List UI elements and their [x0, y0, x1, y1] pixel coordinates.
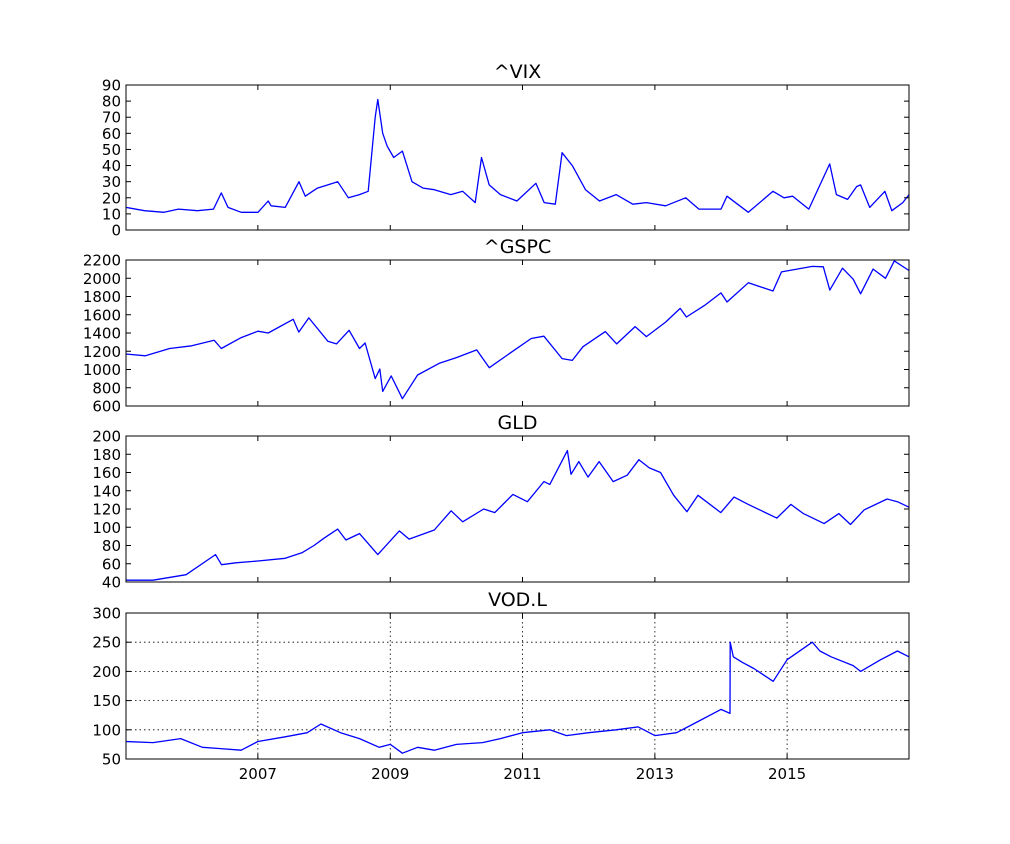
panel-vodl: 50 100 150 200 250 300 2007 2009 2011 2013 2015 VOD… — [92, 589, 910, 783]
y-tick-label: 100 — [92, 519, 121, 537]
y-tick-label: 80 — [102, 537, 121, 555]
y-tick-label: 160 — [92, 464, 121, 482]
chart-title: GLD — [498, 412, 538, 434]
y-tick-label: 90 — [102, 77, 121, 95]
y-tick-label: 60 — [102, 125, 121, 143]
y-tick-label: 1000 — [83, 361, 121, 379]
y-tick-label: 100 — [92, 721, 121, 739]
x-tick-label: 2011 — [503, 765, 541, 783]
y-tick-label: 600 — [92, 398, 121, 416]
chart-title: ^VIX — [494, 61, 542, 83]
x-tick-label: 2013 — [636, 765, 674, 783]
y-tick-label: 1800 — [83, 288, 121, 306]
y-tick-label: 80 — [102, 93, 121, 111]
x-tick-label: 2009 — [371, 765, 409, 783]
y-tick-label: 2000 — [83, 270, 121, 288]
series-line-gld — [126, 449, 910, 581]
y-tick-label: 800 — [92, 379, 121, 397]
y-tick-label: 120 — [92, 501, 121, 519]
series-line-vodl — [125, 641, 910, 754]
y-tick-label: 200 — [92, 663, 121, 681]
y-tick-label: 150 — [92, 692, 121, 710]
series-line-vix — [125, 98, 910, 213]
y-tick-label: 70 — [102, 109, 121, 127]
y-tick-label: 2200 — [83, 252, 121, 270]
axes-frame — [125, 435, 910, 583]
x-tick-label: 2007 — [239, 765, 277, 783]
y-tick-label: 50 — [102, 141, 121, 159]
y-tick-label: 50 — [102, 751, 121, 769]
y-tick-label: 1400 — [83, 325, 121, 343]
y-tick-label: 20 — [102, 189, 121, 207]
y-tick-label: 40 — [102, 574, 121, 592]
y-tick-label: 10 — [102, 205, 121, 223]
chart-title: ^GSPC — [484, 236, 551, 258]
y-tick-label: 200 — [92, 428, 121, 446]
y-tick-label: 250 — [92, 634, 121, 652]
axes-frame — [125, 612, 910, 760]
y-tick-label: 180 — [92, 446, 121, 464]
y-tick-label: 30 — [102, 173, 121, 191]
y-tick-label: 1200 — [83, 343, 121, 361]
y-tick-label: 0 — [111, 222, 121, 240]
y-tick-label: 1600 — [83, 306, 121, 324]
chart-title: VOD.L — [488, 589, 547, 611]
series-line-gspc — [125, 260, 910, 400]
y-tick-label: 140 — [92, 482, 121, 500]
x-tick-label: 2015 — [768, 765, 806, 783]
axes-frame — [125, 259, 910, 407]
y-tick-label: 300 — [92, 605, 121, 623]
axes-frame — [125, 84, 910, 231]
y-tick-label: 60 — [102, 555, 121, 573]
y-tick-label: 40 — [102, 157, 121, 175]
